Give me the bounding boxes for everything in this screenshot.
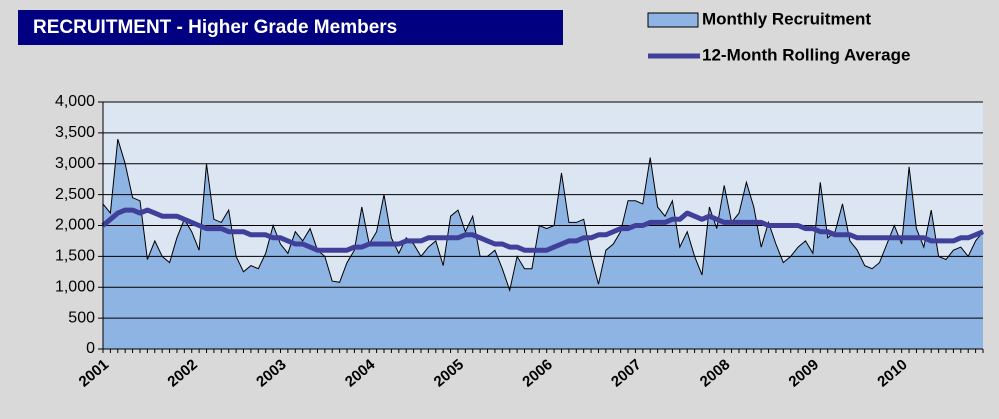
y-tick-label: 3,500	[55, 124, 95, 141]
y-tick-label: 4,000	[55, 93, 95, 110]
y-tick-label: 1,000	[55, 278, 95, 295]
chart-title: RECRUITMENT - Higher Grade Members	[33, 17, 397, 38]
y-tick-label: 500	[68, 309, 95, 326]
line	[101, 207, 984, 253]
legend-label: Monthly Recruitment	[702, 9, 871, 28]
y-tick-label: 2,500	[55, 186, 95, 203]
legend-label: 12-Month Rolling Average	[702, 45, 910, 64]
y-tick-label: 1,500	[55, 248, 95, 265]
y-tick-label: 0	[86, 340, 95, 357]
y-tick-label: 3,000	[55, 155, 95, 172]
title-box	[18, 10, 563, 45]
area	[103, 139, 983, 349]
legend-swatch	[647, 12, 699, 28]
area-outline	[102, 138, 984, 293]
y-tick-label: 2,000	[55, 217, 95, 234]
